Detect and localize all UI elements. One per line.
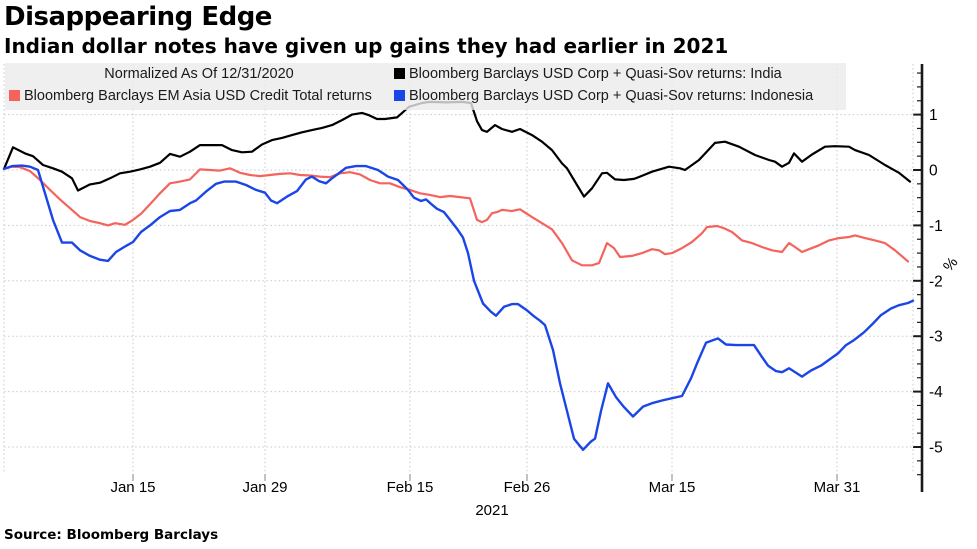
- legend-item-india: Bloomberg Barclays USD Corp + Quasi-Sov …: [394, 66, 782, 82]
- y-tick-label: -5: [929, 440, 943, 457]
- blue-swatch-icon: [394, 90, 405, 101]
- legend-item-em-asia: Bloomberg Barclays EM Asia USD Credit To…: [9, 88, 372, 104]
- y-tick-label: -4: [929, 384, 943, 401]
- chart-subtitle: Indian dollar notes have given up gains …: [4, 34, 729, 58]
- x-tick-label: Jan 15: [110, 479, 155, 496]
- source-credit: Source: Bloomberg Barclays: [4, 527, 219, 543]
- series-line-indonesia: [2, 164, 915, 451]
- series-line-em-asia: [2, 165, 910, 267]
- y-tick-label: 0: [929, 163, 938, 180]
- x-tick-label: Mar 31: [814, 479, 861, 496]
- x-tick-label: Mar 15: [649, 479, 696, 496]
- series-line-india: [2, 100, 912, 198]
- legend-item-indonesia: Bloomberg Barclays USD Corp + Quasi-Sov …: [394, 88, 813, 104]
- y-tick-label: -2: [929, 273, 943, 290]
- x-tick-label: Feb 26: [504, 479, 551, 496]
- red-swatch-icon: [9, 90, 20, 101]
- y-tick-label: -1: [929, 218, 943, 235]
- y-tick-label: -3: [929, 329, 943, 346]
- black-swatch-icon: [394, 68, 405, 79]
- x-tick-label: Feb 15: [387, 479, 434, 496]
- y-tick-label: 1: [929, 107, 938, 124]
- legend-note: Normalized As Of 12/31/2020: [104, 66, 294, 82]
- legend-item-label: Bloomberg Barclays EM Asia USD Credit To…: [24, 88, 372, 104]
- x-tick-label: Jan 29: [242, 479, 287, 496]
- legend: Normalized As Of 12/31/2020 Bloomberg Ba…: [5, 63, 846, 110]
- x-axis-year-label: 2021: [475, 502, 509, 519]
- legend-item-label: Bloomberg Barclays USD Corp + Quasi-Sov …: [409, 66, 782, 82]
- legend-item-label: Bloomberg Barclays USD Corp + Quasi-Sov …: [409, 88, 814, 104]
- page-title: Disappearing Edge: [4, 2, 272, 32]
